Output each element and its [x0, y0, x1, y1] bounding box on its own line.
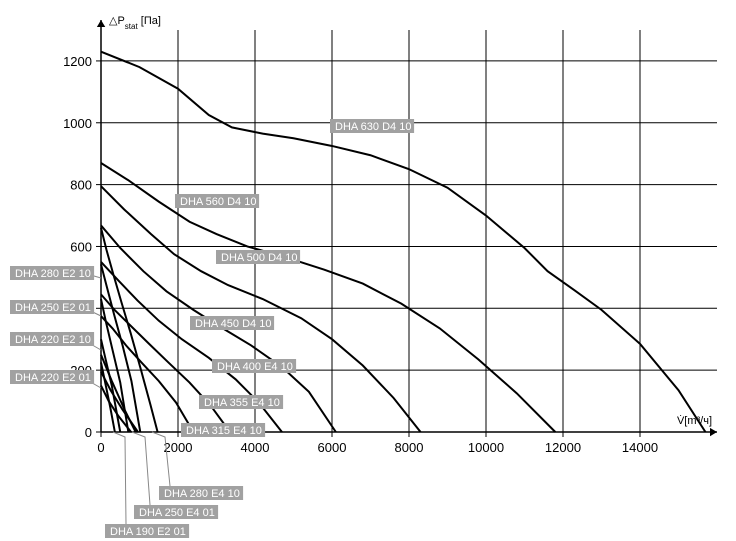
x-tick-label: 12000 — [545, 440, 581, 455]
y-tick-label: 1000 — [63, 116, 92, 131]
label-text-dha-280-e2-10: DHA 280 E2 10 — [15, 268, 91, 280]
label-text-dha-250-e4-01: DHA 250 E4 01 — [139, 507, 215, 519]
y-tick-label: 600 — [70, 239, 92, 254]
y-tick-label: 0 — [85, 425, 92, 440]
label-text-dha-250-e2-01: DHA 250 E2 01 — [15, 302, 91, 314]
y-tick-label: 800 — [70, 178, 92, 193]
label-text-dha-630-d4-10: DHA 630 D4 10 — [335, 121, 411, 133]
label-text-dha-280-e4-10: DHA 280 E4 10 — [164, 488, 240, 500]
y-tick-label: 1200 — [63, 54, 92, 69]
x-tick-label: 2000 — [164, 440, 193, 455]
fan-performance-chart: 0200040006000800010000120001400002004006… — [0, 0, 736, 541]
x-tick-label: 4000 — [241, 440, 270, 455]
x-tick-label: 8000 — [395, 440, 424, 455]
label-text-dha-315-e4-10: DHA 315 E4 10 — [186, 425, 262, 437]
x-tick-label: 0 — [97, 440, 104, 455]
label-text-dha-220-e2-01: DHA 220 E2 01 — [15, 372, 91, 384]
x-axis-title: V̇[m³/ч] — [677, 414, 712, 427]
x-tick-label: 6000 — [318, 440, 347, 455]
x-tick-label: 10000 — [468, 440, 504, 455]
label-text-dha-500-d4-10: DHA 500 D4 10 — [221, 252, 297, 264]
label-text-dha-400-e4-10: DHA 400 E4 10 — [217, 361, 293, 373]
x-tick-label: 14000 — [622, 440, 658, 455]
label-text-dha-355-e4-10: DHA 355 E4 10 — [204, 397, 280, 409]
label-text-dha-450-d4-10: DHA 450 D4 10 — [195, 318, 271, 330]
label-text-dha-220-e2-10: DHA 220 E2 10 — [15, 334, 91, 346]
label-text-dha-560-d4-10: DHA 560 D4 10 — [180, 196, 256, 208]
label-text-dha-190-e2-01: DHA 190 E2 01 — [110, 526, 186, 538]
